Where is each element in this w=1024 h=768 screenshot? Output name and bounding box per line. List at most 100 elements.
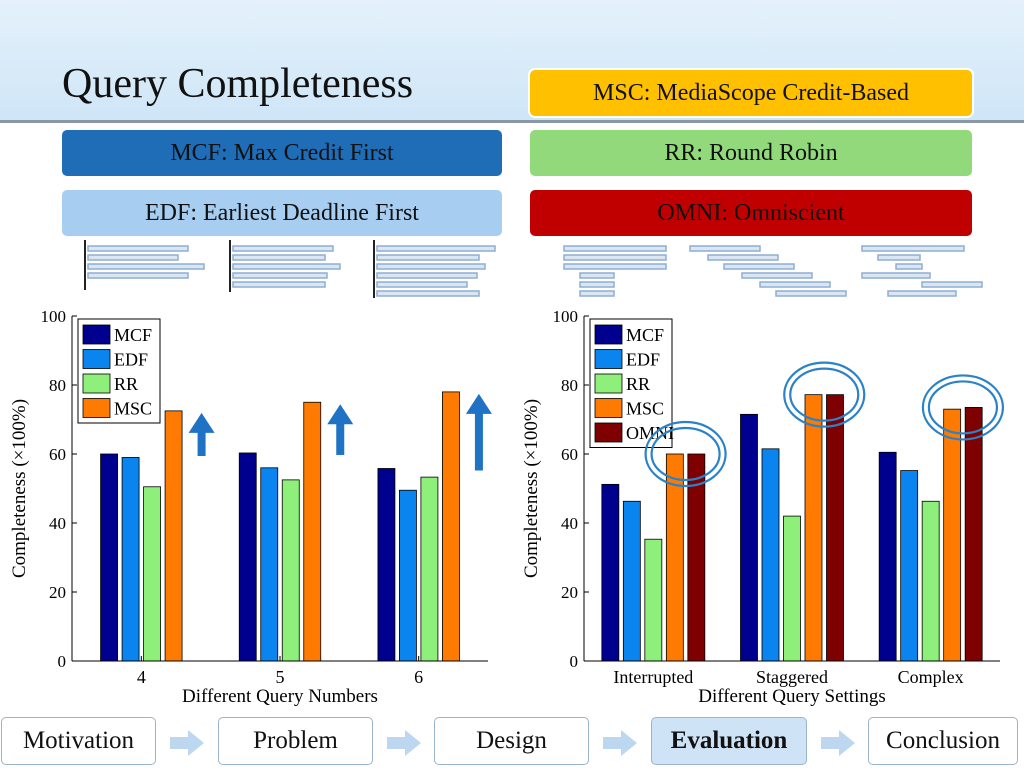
bar-omni <box>826 394 844 662</box>
arrow-head <box>465 393 492 414</box>
chevron-right-icon <box>821 730 855 756</box>
nav-motivation[interactable]: Motivation <box>1 717 156 765</box>
legend-swatch-edf <box>594 349 623 369</box>
bar-rr <box>143 486 161 662</box>
y-tick-label: 60 <box>561 445 578 464</box>
bar-msc <box>804 394 823 662</box>
bar-edf <box>121 457 140 662</box>
bar-mcf <box>377 468 396 662</box>
circle-outer <box>644 420 727 488</box>
arrow-shaft <box>474 411 483 471</box>
y-tick-label: 0 <box>58 652 67 671</box>
bar-msc <box>303 401 322 662</box>
query-numbers-diagram <box>84 240 496 298</box>
arrow-head <box>327 404 354 425</box>
up-arrow-icon <box>327 404 354 455</box>
label-rr: RR: Round Robin <box>530 130 972 176</box>
legend-label: RR <box>626 374 650 394</box>
circle-inner <box>789 367 860 422</box>
y-tick-label: 80 <box>561 376 578 395</box>
circle-outer <box>921 374 1005 441</box>
x-tick-label: 5 <box>276 667 285 687</box>
bar-omni <box>964 407 983 662</box>
arrow-head <box>188 412 215 433</box>
bar-rr <box>644 538 663 662</box>
y-axis-label: Completeness (×100%) <box>9 399 30 578</box>
x-tick-label: 6 <box>414 667 423 687</box>
y-tick-label: 20 <box>561 583 578 602</box>
label-edf: EDF: Earliest Deadline First <box>62 190 502 236</box>
y-tick-label: 40 <box>49 514 66 533</box>
legend-swatch-rr <box>594 373 623 394</box>
legend-swatch-mcf <box>82 324 111 345</box>
bar-edf <box>622 500 641 662</box>
nav-evaluation[interactable]: Evaluation <box>651 717 807 765</box>
bar-mcf <box>100 453 118 662</box>
bar-edf <box>399 489 417 662</box>
y-axis-label: Completeness (×100%) <box>521 399 542 578</box>
section-nav: Motivation Problem Design Evaluation Con… <box>0 712 1024 768</box>
x-tick-label: Interrupted <box>613 667 693 687</box>
circle-outer <box>783 361 866 428</box>
bar-mcf <box>740 413 758 662</box>
nav-problem[interactable]: Problem <box>218 717 373 765</box>
legend-swatch-msc <box>594 398 623 418</box>
highlight-circle-icon <box>921 374 1005 441</box>
bar-msc <box>943 408 962 662</box>
chart-query-settings: 0 20 40 60 80 100 Interrupted Staggered Complex D… <box>521 307 1005 707</box>
y-tick-label: 60 <box>49 445 66 464</box>
chart-query-numbers: 0 20 40 60 80 100 4 5 6 Different Query Numbers Co… <box>9 307 492 707</box>
x-axis-label: Different Query Numbers <box>182 686 378 707</box>
bar-msc <box>164 410 183 662</box>
label-msc: MSC: MediaScope Credit-Based <box>530 70 972 116</box>
circle-inner <box>927 380 999 435</box>
legend-label: EDF <box>626 350 660 370</box>
legend-swatch-mcf <box>594 324 623 345</box>
title-banner: Query Completeness <box>0 0 1024 123</box>
nav-conclusion[interactable]: Conclusion <box>868 717 1018 765</box>
bar-msc <box>442 391 460 662</box>
arrow-shaft <box>197 430 206 456</box>
y-tick-label: 20 <box>49 583 66 602</box>
legend-swatch-edf <box>82 349 111 369</box>
x-axis-label: Different Query Settings <box>698 686 886 707</box>
query-settings-diagram <box>563 245 983 297</box>
x-tick-label: Complex <box>898 667 964 687</box>
y-tick-label: 80 <box>49 376 66 395</box>
bar-rr <box>420 476 439 662</box>
bar-rr <box>281 479 300 662</box>
bar-edf <box>900 470 919 662</box>
bar-mcf <box>601 483 620 662</box>
legend-label: RR <box>114 374 138 394</box>
arrow-shaft <box>336 422 345 455</box>
chevron-right-icon <box>387 730 421 756</box>
bar-mcf <box>238 452 257 662</box>
y-tick-label: 100 <box>553 307 579 326</box>
bar-rr <box>783 515 801 662</box>
label-mcf: MCF: Max Credit First <box>62 130 502 176</box>
legend-label: MSC <box>114 399 152 419</box>
legend-label: MCF <box>114 325 152 345</box>
nav-design[interactable]: Design <box>434 717 589 765</box>
legend-label: MSC <box>626 399 664 419</box>
bar-mcf <box>878 451 897 662</box>
chevron-right-icon <box>603 730 637 756</box>
y-tick-label: 40 <box>561 514 578 533</box>
bar-edf <box>260 467 279 662</box>
label-omni: OMNI: Omniscient <box>530 190 972 236</box>
up-arrow-icon <box>188 412 215 456</box>
bar-rr <box>921 500 940 662</box>
legend-label: EDF <box>114 350 148 370</box>
slide-title: Query Completeness <box>62 61 414 107</box>
y-tick-label: 0 <box>570 652 579 671</box>
x-tick-label: 4 <box>137 667 146 687</box>
legend-label: MCF <box>626 325 664 345</box>
highlight-circle-icon <box>644 420 727 488</box>
up-arrow-icon <box>465 393 492 471</box>
legend-swatch-rr <box>82 373 111 394</box>
y-tick-label: 100 <box>41 307 67 326</box>
legend-swatch-msc <box>82 398 111 418</box>
chevron-right-icon <box>170 730 204 756</box>
x-tick-label: Staggered <box>756 667 828 687</box>
circle-inner <box>650 426 721 482</box>
